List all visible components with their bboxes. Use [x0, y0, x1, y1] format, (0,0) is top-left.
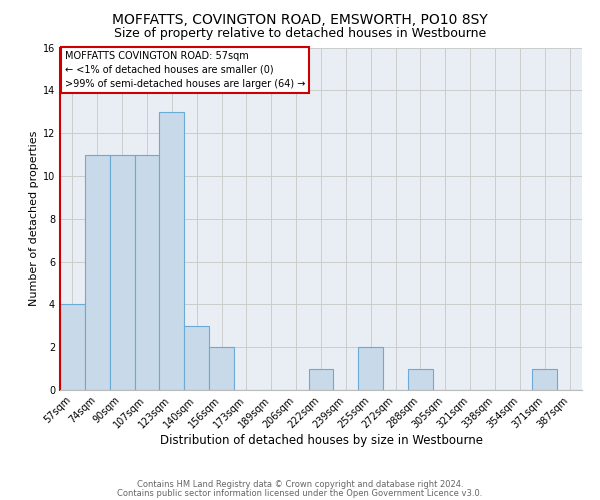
Text: MOFFATTS, COVINGTON ROAD, EMSWORTH, PO10 8SY: MOFFATTS, COVINGTON ROAD, EMSWORTH, PO10…: [112, 12, 488, 26]
Text: Contains HM Land Registry data © Crown copyright and database right 2024.: Contains HM Land Registry data © Crown c…: [137, 480, 463, 489]
Bar: [184, 326, 209, 390]
Bar: [60, 304, 85, 390]
Text: Contains public sector information licensed under the Open Government Licence v3: Contains public sector information licen…: [118, 488, 482, 498]
Bar: [85, 154, 110, 390]
Bar: [160, 112, 184, 390]
Bar: [532, 368, 557, 390]
X-axis label: Distribution of detached houses by size in Westbourne: Distribution of detached houses by size …: [160, 434, 482, 447]
Bar: [134, 154, 160, 390]
Bar: [308, 368, 334, 390]
Bar: [358, 347, 383, 390]
Bar: [110, 154, 134, 390]
Text: Size of property relative to detached houses in Westbourne: Size of property relative to detached ho…: [114, 28, 486, 40]
Y-axis label: Number of detached properties: Number of detached properties: [29, 131, 38, 306]
Bar: [209, 347, 234, 390]
Text: MOFFATTS COVINGTON ROAD: 57sqm
← <1% of detached houses are smaller (0)
>99% of : MOFFATTS COVINGTON ROAD: 57sqm ← <1% of …: [65, 51, 305, 89]
Bar: [408, 368, 433, 390]
